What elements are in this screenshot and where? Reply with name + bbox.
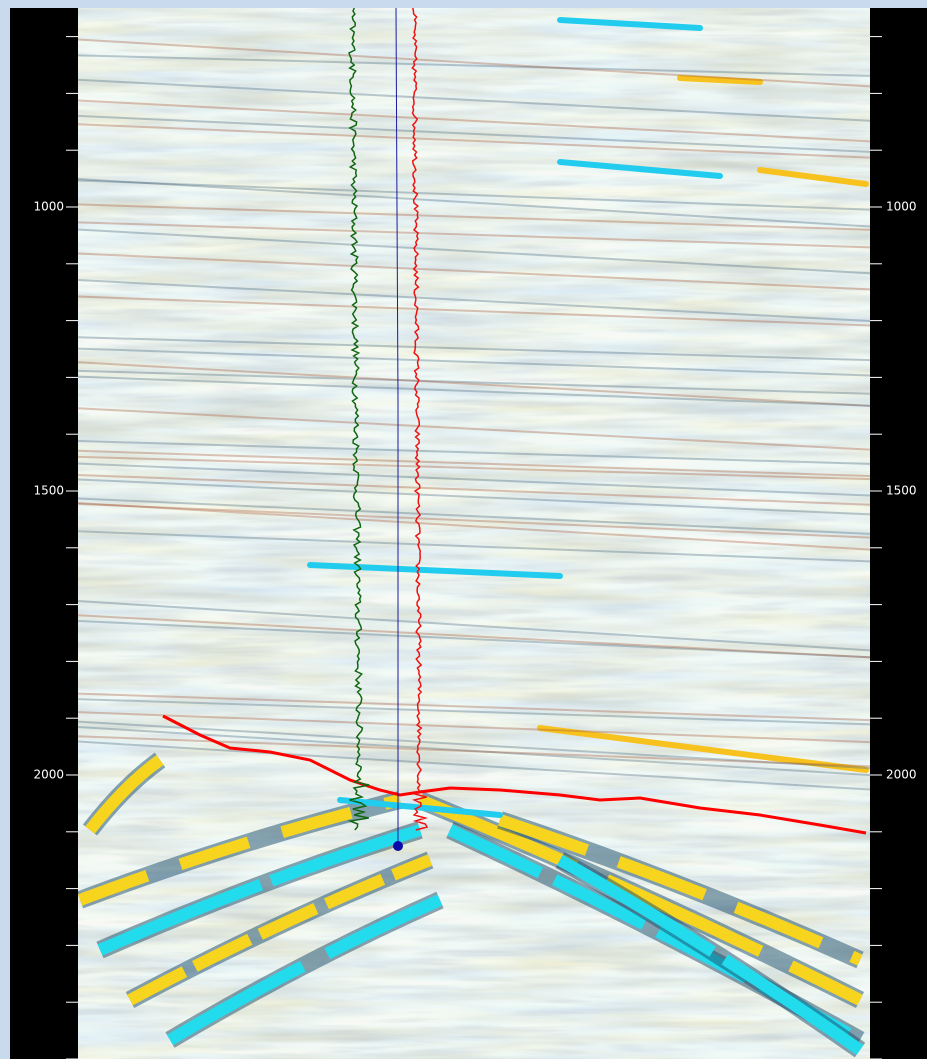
depth-label: 1000 bbox=[33, 200, 64, 214]
depth-label: 1000 bbox=[886, 200, 917, 214]
seismic-view: 1000 1500 2000 1000 1500 2000 bbox=[0, 0, 927, 1059]
depth-label: 1500 bbox=[886, 484, 917, 498]
well-td bbox=[393, 841, 403, 851]
depth-label: 2000 bbox=[886, 768, 917, 782]
depth-label: 2000 bbox=[33, 768, 64, 782]
seismic-section bbox=[78, 8, 870, 1059]
page: 100015002000100015002000 (() => { const … bbox=[0, 0, 927, 1059]
depth-label: 1500 bbox=[33, 484, 64, 498]
